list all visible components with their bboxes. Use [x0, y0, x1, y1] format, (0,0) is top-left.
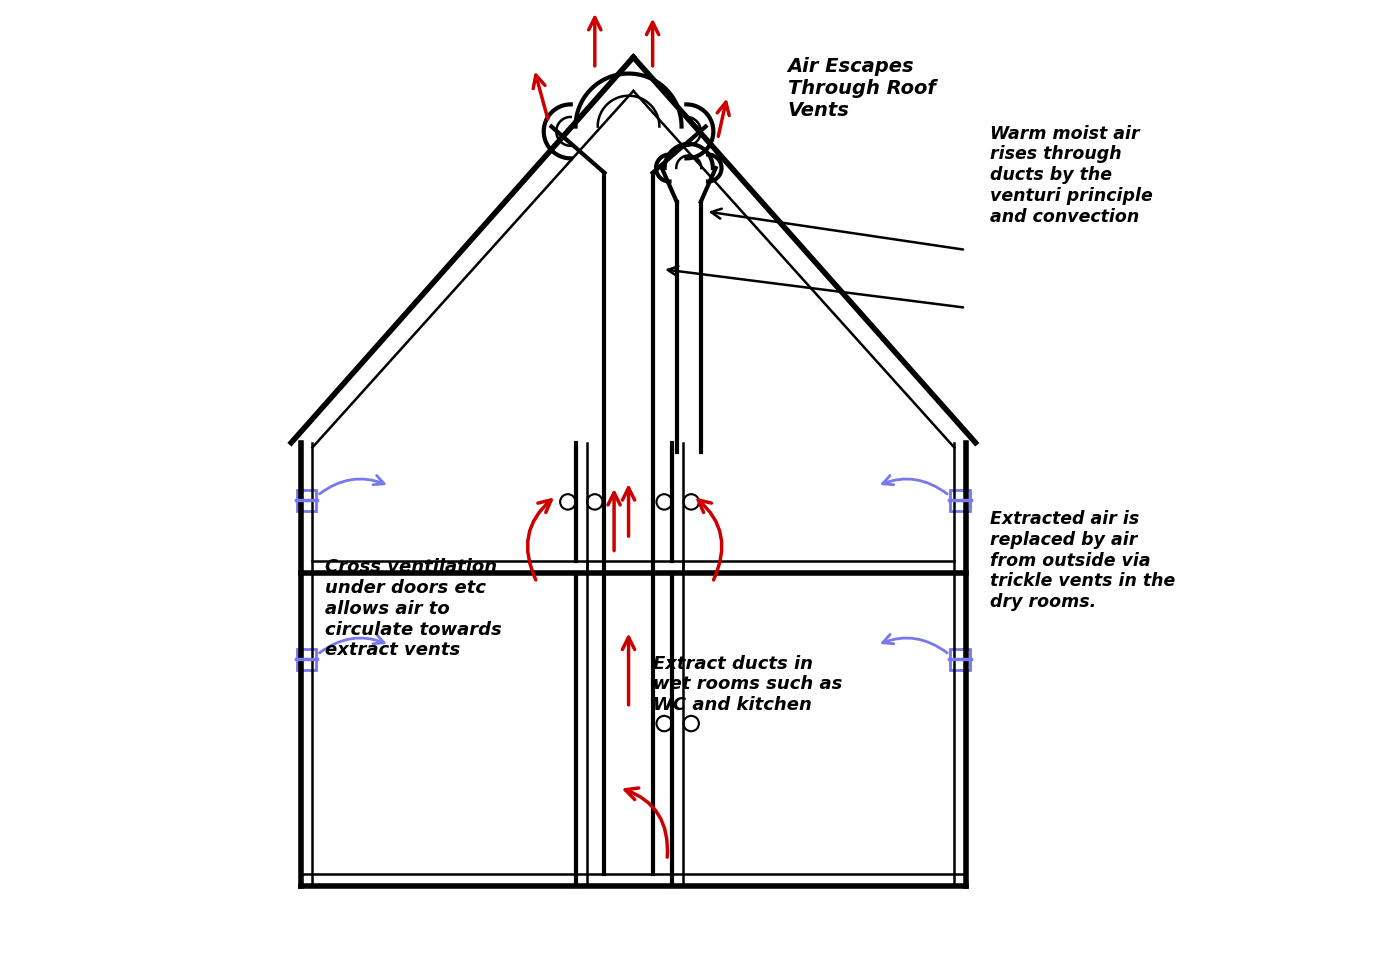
Bar — [296, 501, 316, 511]
Text: Cross ventilation
under doors etc
allows air to
circulate towards
extract vents: Cross ventilation under doors etc allows… — [324, 558, 501, 659]
Bar — [296, 659, 316, 670]
Bar — [951, 649, 970, 659]
Text: Warm moist air
rises through
ducts by the
venturi principle
and convection: Warm moist air rises through ducts by th… — [990, 124, 1153, 226]
Bar — [296, 649, 316, 659]
Bar — [296, 490, 316, 501]
Bar — [951, 490, 970, 501]
Bar — [951, 501, 970, 511]
Text: Air Escapes
Through Roof
Vents: Air Escapes Through Roof Vents — [788, 57, 935, 121]
Text: Extract ducts in
wet rooms such as
WC and kitchen: Extract ducts in wet rooms such as WC an… — [653, 654, 842, 714]
Bar — [951, 659, 970, 670]
Text: Extracted air is
replaced by air
from outside via
trickle vents in the
dry rooms: Extracted air is replaced by air from ou… — [990, 510, 1175, 611]
